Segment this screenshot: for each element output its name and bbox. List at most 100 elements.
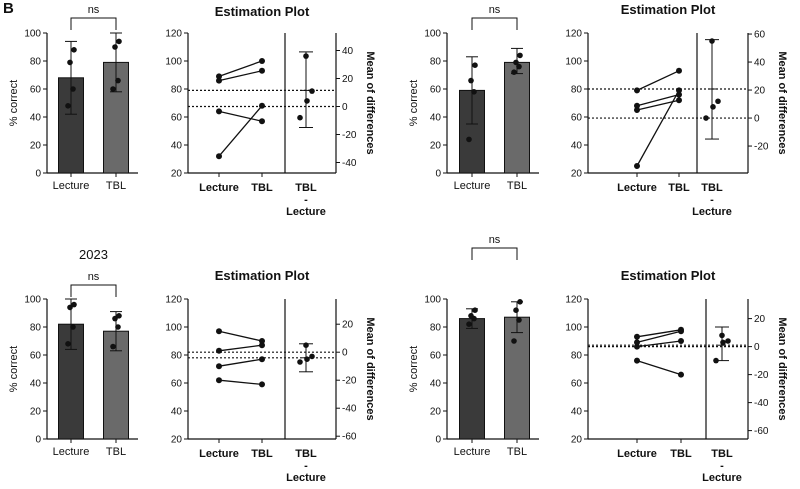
y-tick-label: 80 <box>430 57 442 68</box>
data-point <box>471 89 477 95</box>
diff-point <box>303 53 309 59</box>
y-tick-label: 0 <box>35 169 41 180</box>
y2-tick-label: -60 <box>754 426 769 437</box>
data-point <box>511 338 517 344</box>
y2-tick-label: 60 <box>754 30 766 41</box>
tbl-point <box>676 97 682 104</box>
y-tick-label: 100 <box>165 57 182 68</box>
bar-tbl <box>504 61 530 174</box>
x-tick-label: Lecture <box>454 180 491 192</box>
diff-label: - <box>710 194 714 206</box>
y-tick-label: 0 <box>435 169 441 180</box>
y2-tick-label: 40 <box>342 46 354 57</box>
diff-point <box>725 338 731 344</box>
paired-line <box>218 70 263 82</box>
tbl-point <box>259 118 265 125</box>
y-tick-label: 20 <box>171 435 183 446</box>
significance-label: ns <box>489 4 501 16</box>
diff-point <box>703 115 709 121</box>
diff-label: Lecture <box>286 472 326 484</box>
x-tick-label: TBL <box>106 180 126 192</box>
paired-line <box>636 329 682 338</box>
y-tick-label: 60 <box>430 85 442 96</box>
tbl-point <box>259 381 265 388</box>
diff-point <box>710 104 716 110</box>
y-tick-label: 120 <box>165 295 182 306</box>
est2-group: 20 40 60 80 100 120 -20 0 20 40 60 Mean of differen… <box>565 2 788 218</box>
y-axis-label: % correct <box>8 346 20 392</box>
y-tick-label: 100 <box>165 323 182 334</box>
paired-line <box>636 93 680 107</box>
tbl-point <box>676 67 682 74</box>
diff-label: TBL <box>295 448 317 460</box>
data-point <box>112 315 118 322</box>
y-axis-label: % correct <box>408 346 420 392</box>
y-tick-label: 20 <box>571 435 583 446</box>
data-point <box>466 136 472 143</box>
plot-title: Estimation Plot <box>215 4 310 19</box>
y-tick-label: 100 <box>24 29 41 40</box>
data-point <box>65 341 71 347</box>
y-tick-label: 40 <box>430 113 442 124</box>
significance-bracket <box>471 17 518 30</box>
y-tick-label: 80 <box>571 351 583 362</box>
y-tick-label: 60 <box>571 113 583 124</box>
y2-tick-label: 20 <box>342 74 354 85</box>
y-axis-label: % correct <box>8 80 20 126</box>
y-tick-label: 100 <box>565 57 582 68</box>
lecture-point <box>634 102 640 109</box>
y2-tick-label: 40 <box>754 58 766 69</box>
x-tick-label: TBL <box>106 446 126 458</box>
diff-point <box>309 88 315 94</box>
diff-point <box>713 357 719 364</box>
y-tick-label: 60 <box>30 351 42 362</box>
y-tick-label: 80 <box>30 323 42 334</box>
tbl-point <box>259 58 265 64</box>
y-tick-label: 0 <box>35 435 41 446</box>
data-point <box>513 59 519 66</box>
y2-tick-label: -40 <box>754 398 769 409</box>
diff-label: Lecture <box>702 472 742 484</box>
lecture-point <box>216 153 222 160</box>
diff-point <box>297 114 303 121</box>
data-point <box>65 103 71 109</box>
y-tick-label: 40 <box>30 379 42 390</box>
y-tick-label: 20 <box>30 141 42 152</box>
y-tick-label: 40 <box>30 113 42 124</box>
data-point <box>70 324 76 330</box>
data-point <box>110 343 116 350</box>
lecture-point <box>634 343 640 350</box>
paired-line <box>636 330 682 344</box>
significance-bracket <box>471 247 518 260</box>
data-point <box>516 63 522 70</box>
y-tick-label: 80 <box>430 323 442 334</box>
lecture-point <box>216 347 222 354</box>
y-tick-label: 40 <box>430 379 442 390</box>
x-tick-label: TBL <box>670 448 692 460</box>
y2-tick-label: 0 <box>342 348 348 359</box>
diff-point <box>719 332 725 339</box>
y-tick-label: 80 <box>171 351 183 362</box>
x-tick-label: TBL <box>507 446 527 458</box>
y-tick-label: 20 <box>430 141 442 152</box>
y2-tick-label: 0 <box>754 114 760 125</box>
y-tick-label: 80 <box>571 85 583 96</box>
est3-group: 20 40 60 80 100 120 -60 -40 -20 0 20 Mean of differ… <box>165 268 376 484</box>
tbl-point <box>678 371 684 378</box>
data-point <box>516 317 522 323</box>
tbl-point <box>676 91 682 98</box>
paired-line <box>636 99 680 111</box>
data-point <box>468 313 474 319</box>
x-tick-label: TBL <box>251 182 273 194</box>
data-point <box>116 313 122 319</box>
x-tick-label: Lecture <box>199 182 239 194</box>
data-point <box>71 47 77 53</box>
data-point <box>511 69 517 75</box>
y2-tick-label: -20 <box>342 130 357 141</box>
y-tick-label: 120 <box>565 295 582 306</box>
data-point <box>115 77 121 84</box>
y-tick-label: 100 <box>565 323 582 334</box>
paired-line <box>636 359 682 376</box>
x-tick-label: Lecture <box>617 448 657 460</box>
